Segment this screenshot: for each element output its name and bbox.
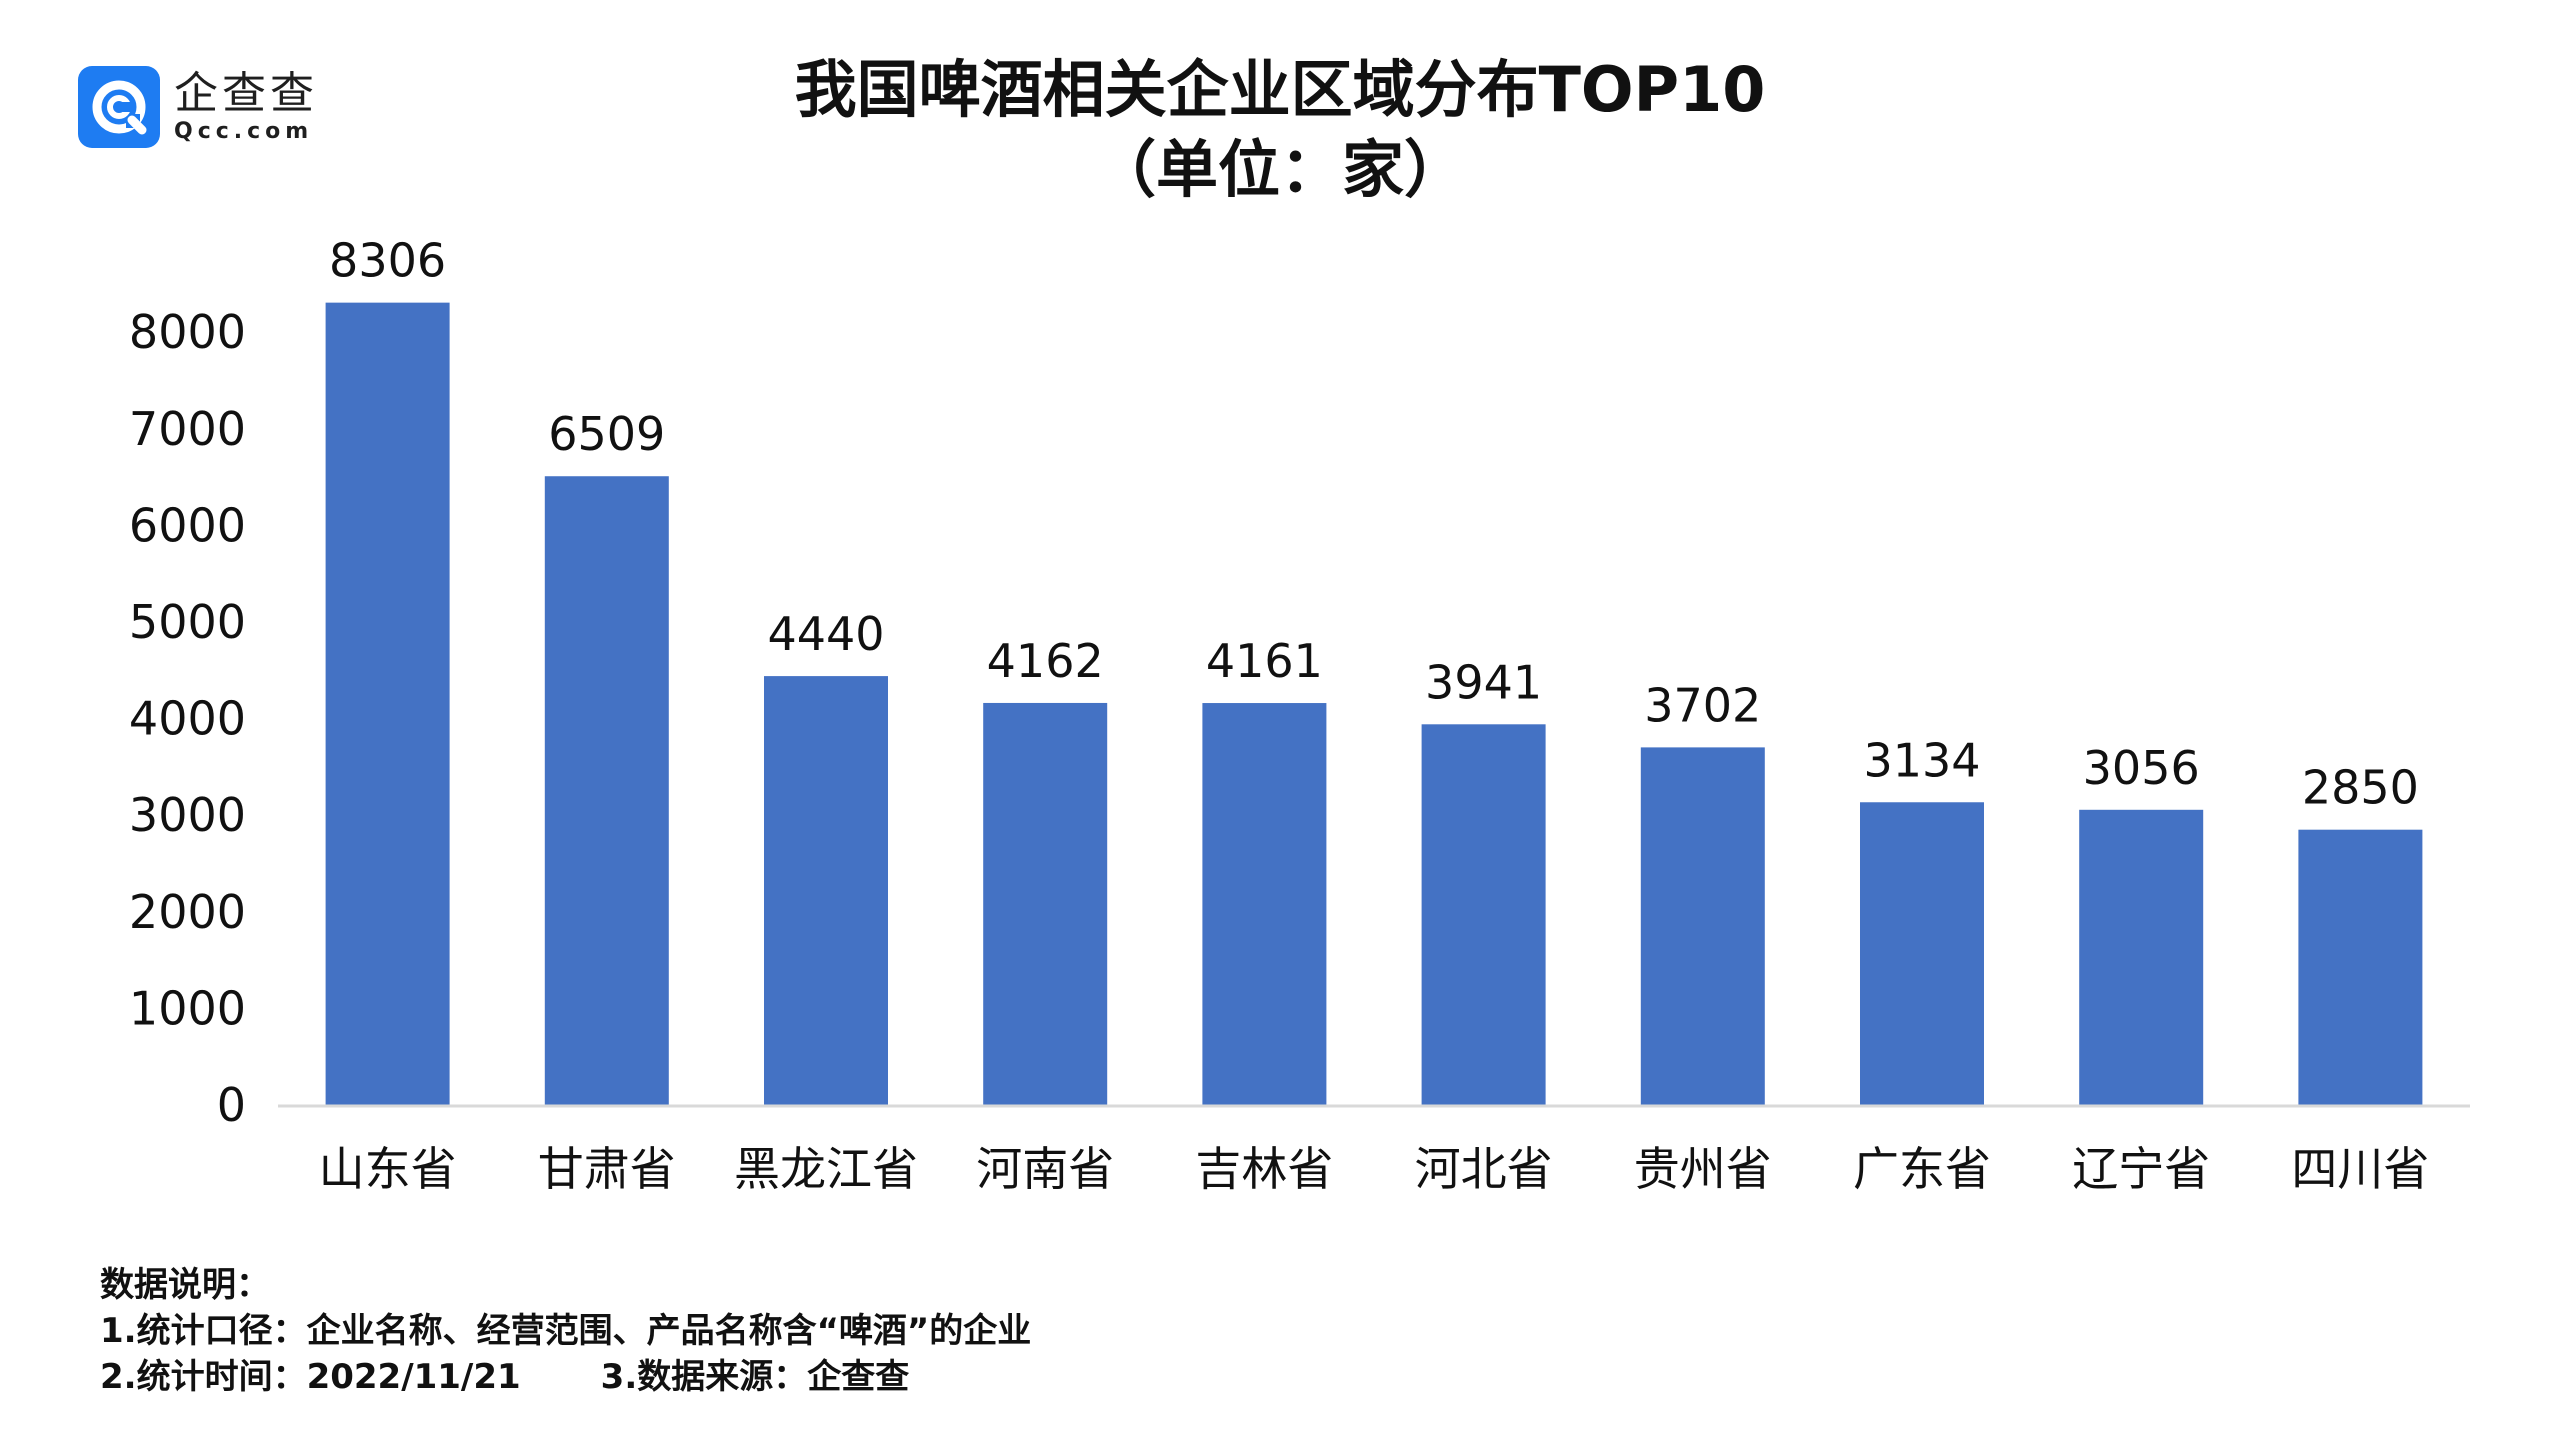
bar bbox=[2298, 829, 2423, 1105]
notes-line-2: 2.统计时间：2022/11/21 3.数据来源：企查查 bbox=[100, 1354, 1031, 1400]
data-label: 4440 bbox=[767, 607, 884, 661]
x-tick-label: 甘肃省 bbox=[538, 1142, 676, 1196]
logo-text: 企查查 Qcc.com bbox=[174, 69, 318, 145]
notes-source: 3.数据来源：企查查 bbox=[600, 1357, 910, 1397]
data-notes: 数据说明： 1.统计口径：企业名称、经营范围、产品名称含“啤酒”的企业 2.统计… bbox=[100, 1262, 1031, 1400]
data-label: 4161 bbox=[1206, 634, 1323, 688]
chart-subtitle: （单位：家） bbox=[1093, 133, 1466, 206]
data-label: 3056 bbox=[2083, 741, 2200, 795]
x-tick-label: 四川省 bbox=[2291, 1142, 2429, 1196]
notes-heading: 数据说明： bbox=[100, 1265, 270, 1305]
logo-name-cn: 企查查 bbox=[174, 68, 318, 119]
bar bbox=[983, 702, 1108, 1105]
data-label: 2850 bbox=[2302, 761, 2419, 815]
x-tick-label: 黑龙江省 bbox=[734, 1142, 918, 1196]
data-label: 4162 bbox=[987, 634, 1104, 688]
x-tick-label: 吉林省 bbox=[1195, 1142, 1333, 1196]
bar bbox=[544, 476, 669, 1105]
y-tick-label: 7000 bbox=[129, 402, 246, 456]
bar bbox=[2079, 809, 2204, 1105]
x-tick-label: 河南省 bbox=[976, 1142, 1114, 1196]
bar bbox=[1202, 703, 1327, 1105]
bar bbox=[1860, 802, 1984, 1105]
bar bbox=[764, 676, 888, 1105]
y-tick-label: 4000 bbox=[129, 692, 246, 746]
y-tick-label: 5000 bbox=[129, 595, 246, 649]
y-tick-label: 0 bbox=[217, 1078, 246, 1132]
x-tick-label: 山东省 bbox=[319, 1142, 457, 1196]
data-label: 3702 bbox=[1644, 678, 1761, 732]
x-tick-label: 辽宁省 bbox=[2072, 1142, 2210, 1196]
x-tick-label: 广东省 bbox=[1853, 1142, 1991, 1196]
bar bbox=[1421, 724, 1546, 1105]
data-label: 8306 bbox=[329, 234, 446, 288]
x-tick-label: 贵州省 bbox=[1634, 1142, 1772, 1196]
data-label: 3134 bbox=[1863, 733, 1980, 787]
y-tick-label: 6000 bbox=[129, 498, 246, 552]
qcc-logo-icon bbox=[78, 66, 160, 148]
y-tick-label: 8000 bbox=[129, 305, 246, 359]
bar bbox=[325, 302, 450, 1106]
data-label: 6509 bbox=[548, 407, 665, 461]
y-tick-label: 1000 bbox=[129, 981, 246, 1035]
bar bbox=[1640, 747, 1765, 1105]
qcc-logo: 企查查 Qcc.com bbox=[78, 66, 318, 148]
data-label: 3941 bbox=[1425, 655, 1542, 709]
y-tick-label: 3000 bbox=[129, 788, 246, 842]
logo-name-en: Qcc.com bbox=[174, 119, 314, 144]
chart-title: 我国啤酒相关企业区域分布TOP10 bbox=[794, 53, 1766, 126]
notes-line-1: 1.统计口径：企业名称、经营范围、产品名称含“啤酒”的企业 bbox=[100, 1311, 1032, 1351]
notes-time: 2.统计时间：2022/11/21 bbox=[100, 1357, 521, 1397]
y-tick-label: 2000 bbox=[129, 885, 246, 939]
x-tick-label: 河北省 bbox=[1415, 1142, 1553, 1196]
